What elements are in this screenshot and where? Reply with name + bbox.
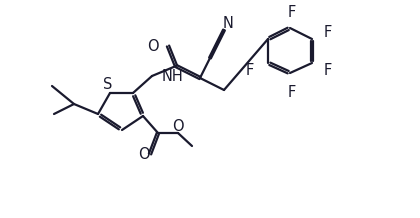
Text: N: N [223, 15, 234, 31]
Text: NH: NH [162, 68, 184, 83]
Text: F: F [246, 63, 254, 78]
Text: O: O [172, 119, 184, 133]
Text: O: O [147, 39, 159, 53]
Text: F: F [324, 24, 332, 39]
Text: F: F [288, 5, 296, 19]
Text: F: F [288, 85, 296, 99]
Text: F: F [324, 63, 332, 78]
Text: S: S [103, 77, 113, 92]
Text: O: O [138, 146, 150, 162]
